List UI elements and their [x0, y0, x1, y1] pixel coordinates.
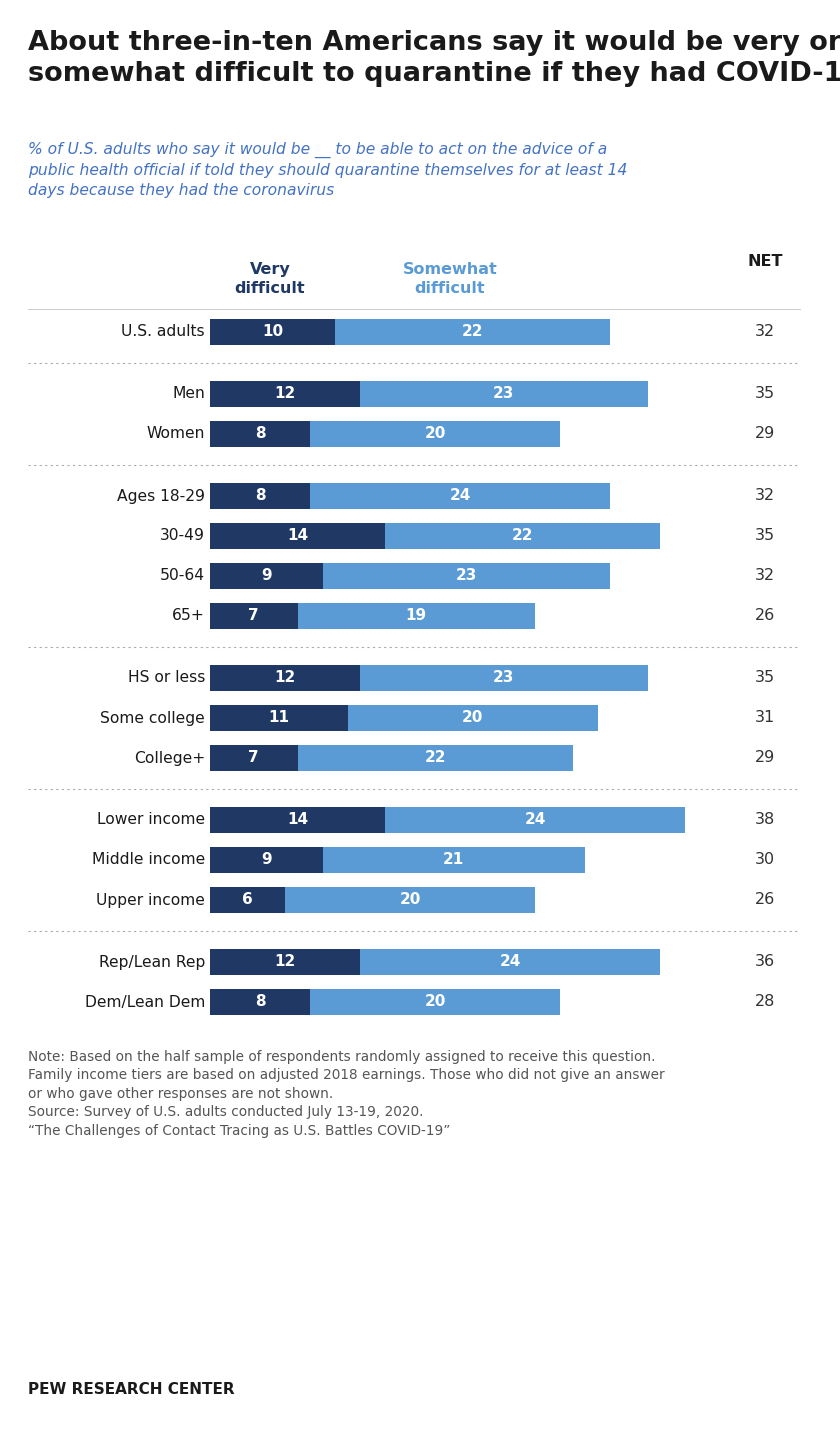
Text: % of U.S. adults who say it would be __ to be able to act on the advice of a
pub: % of U.S. adults who say it would be __ …	[28, 142, 627, 197]
Bar	[210, 665, 360, 691]
Text: NET: NET	[748, 254, 783, 269]
Bar	[210, 847, 323, 873]
Bar	[348, 706, 597, 730]
Bar	[360, 380, 648, 407]
Text: 23: 23	[455, 569, 477, 584]
Text: 20: 20	[424, 995, 446, 1009]
Text: 38: 38	[755, 813, 775, 828]
Bar	[210, 563, 323, 590]
Text: 14: 14	[287, 813, 308, 828]
Text: 35: 35	[755, 529, 775, 543]
Text: U.S. adults: U.S. adults	[121, 324, 205, 340]
Text: 30: 30	[755, 852, 775, 867]
Text: 9: 9	[261, 852, 271, 867]
Text: 12: 12	[275, 954, 296, 970]
Bar	[210, 319, 335, 346]
Text: 31: 31	[755, 710, 775, 726]
Text: PEW RESEARCH CENTER: PEW RESEARCH CENTER	[28, 1382, 234, 1397]
Bar	[210, 380, 360, 407]
Bar	[210, 989, 310, 1015]
Bar	[210, 887, 285, 913]
Bar	[210, 950, 360, 974]
Bar	[310, 484, 610, 510]
Bar	[210, 706, 348, 730]
Bar	[310, 989, 560, 1015]
Text: 30-49: 30-49	[160, 529, 205, 543]
Text: College+: College+	[134, 751, 205, 765]
Text: HS or less: HS or less	[128, 671, 205, 685]
Bar	[360, 950, 660, 974]
Text: 22: 22	[424, 751, 446, 765]
Text: Ages 18-29: Ages 18-29	[117, 488, 205, 504]
Text: 8: 8	[255, 488, 265, 504]
Text: Lower income: Lower income	[97, 813, 205, 828]
Text: 8: 8	[255, 427, 265, 441]
Bar	[323, 847, 585, 873]
Bar	[323, 563, 610, 590]
Text: Note: Based on the half sample of respondents randomly assigned to receive this : Note: Based on the half sample of respon…	[28, 1050, 664, 1137]
Bar	[285, 887, 535, 913]
Bar	[297, 745, 573, 771]
Text: 23: 23	[493, 671, 514, 685]
Text: 11: 11	[268, 710, 289, 726]
Text: 32: 32	[755, 324, 775, 340]
Bar	[210, 745, 297, 771]
Text: 20: 20	[462, 710, 483, 726]
Text: 32: 32	[755, 569, 775, 584]
Text: 20: 20	[424, 427, 446, 441]
Text: 24: 24	[449, 488, 470, 504]
Text: 36: 36	[755, 954, 775, 970]
Text: Very
difficult: Very difficult	[234, 261, 305, 296]
Text: 35: 35	[755, 671, 775, 685]
Text: 20: 20	[399, 893, 421, 908]
Text: 7: 7	[249, 608, 259, 623]
Text: Rep/Lean Rep: Rep/Lean Rep	[98, 954, 205, 970]
Text: 9: 9	[261, 569, 271, 584]
Bar	[335, 319, 610, 346]
Bar	[297, 603, 535, 629]
Text: 50-64: 50-64	[160, 569, 205, 584]
Bar	[385, 807, 685, 833]
Text: Some college: Some college	[100, 710, 205, 726]
Text: 29: 29	[755, 751, 775, 765]
Bar	[210, 484, 310, 510]
Text: 65+: 65+	[172, 608, 205, 623]
Bar	[210, 421, 310, 447]
Text: 21: 21	[444, 852, 465, 867]
Text: Middle income: Middle income	[92, 852, 205, 867]
Text: 32: 32	[755, 488, 775, 504]
Bar	[210, 807, 385, 833]
Text: 26: 26	[755, 893, 775, 908]
Bar	[360, 665, 648, 691]
Text: 23: 23	[493, 386, 514, 402]
Text: 24: 24	[524, 813, 546, 828]
Text: 12: 12	[275, 671, 296, 685]
Bar	[210, 603, 297, 629]
Text: 8: 8	[255, 995, 265, 1009]
Text: 35: 35	[755, 386, 775, 402]
Text: 26: 26	[755, 608, 775, 623]
Text: 28: 28	[755, 995, 775, 1009]
Text: Dem/Lean Dem: Dem/Lean Dem	[85, 995, 205, 1009]
Text: Men: Men	[172, 386, 205, 402]
Bar	[385, 523, 660, 549]
Text: 10: 10	[262, 324, 283, 340]
Text: 22: 22	[462, 324, 483, 340]
Text: Upper income: Upper income	[96, 893, 205, 908]
Text: 19: 19	[406, 608, 427, 623]
Text: About three-in-ten Americans say it would be very or
somewhat difficult to quara: About three-in-ten Americans say it woul…	[28, 30, 840, 87]
Text: Women: Women	[146, 427, 205, 441]
Bar	[310, 421, 560, 447]
Text: 12: 12	[275, 386, 296, 402]
Text: 29: 29	[755, 427, 775, 441]
Text: 6: 6	[242, 893, 253, 908]
Text: Somewhat
difficult: Somewhat difficult	[402, 261, 497, 296]
Bar	[210, 523, 385, 549]
Text: 7: 7	[249, 751, 259, 765]
Text: 22: 22	[512, 529, 533, 543]
Text: 14: 14	[287, 529, 308, 543]
Text: 24: 24	[499, 954, 521, 970]
